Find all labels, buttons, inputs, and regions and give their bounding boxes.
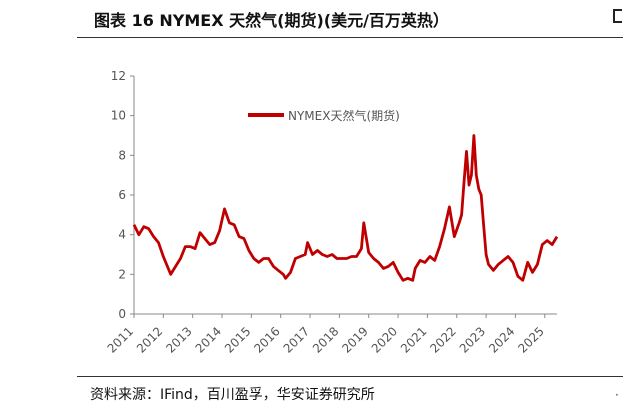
x-tick-label: 2013 xyxy=(163,324,194,355)
y-tick-label: 10 xyxy=(111,109,126,123)
x-tick-label: 2018 xyxy=(310,324,341,355)
x-tick-label: 2021 xyxy=(398,324,429,355)
x-tick-label: 2025 xyxy=(515,324,546,355)
x-tick-label: 2014 xyxy=(193,324,224,355)
x-tick-label: 2015 xyxy=(222,324,253,355)
source-note: 资料来源：IFind，百川盈孚，华安证券研究所 xyxy=(90,387,375,403)
y-tick-label: 0 xyxy=(118,307,126,321)
x-tick-label: 2024 xyxy=(486,324,517,355)
chart-title: 图表 16 NYMEX 天然气(期货)(美元/百万英热） xyxy=(94,11,449,30)
series-line-0 xyxy=(132,134,559,282)
x-tick-label: 2017 xyxy=(281,324,312,355)
chart-series xyxy=(132,134,559,282)
x-tick-label: 2012 xyxy=(134,324,165,355)
y-tick-label: 12 xyxy=(111,69,126,83)
title-divider xyxy=(77,37,623,38)
x-tick-label: 2022 xyxy=(427,324,458,355)
page-edge-mark-bottom: · xyxy=(615,388,619,402)
x-tick-label: 2020 xyxy=(369,324,400,355)
y-tick-label: 4 xyxy=(118,228,126,242)
legend-label: NYMEX天然气(期货) xyxy=(288,108,400,123)
y-tick-label: 6 xyxy=(118,188,126,202)
x-tick-label: 2019 xyxy=(339,324,370,355)
y-tick-label: 8 xyxy=(118,148,126,162)
page-edge-mark xyxy=(613,9,622,23)
x-tick-label: 2011 xyxy=(105,324,136,355)
x-tick-label: 2016 xyxy=(251,324,282,355)
chart-legend: NYMEX天然气(期货) xyxy=(248,108,400,123)
y-tick-label: 2 xyxy=(118,267,126,281)
source-divider xyxy=(77,376,623,377)
x-tick-label: 2023 xyxy=(457,324,488,355)
